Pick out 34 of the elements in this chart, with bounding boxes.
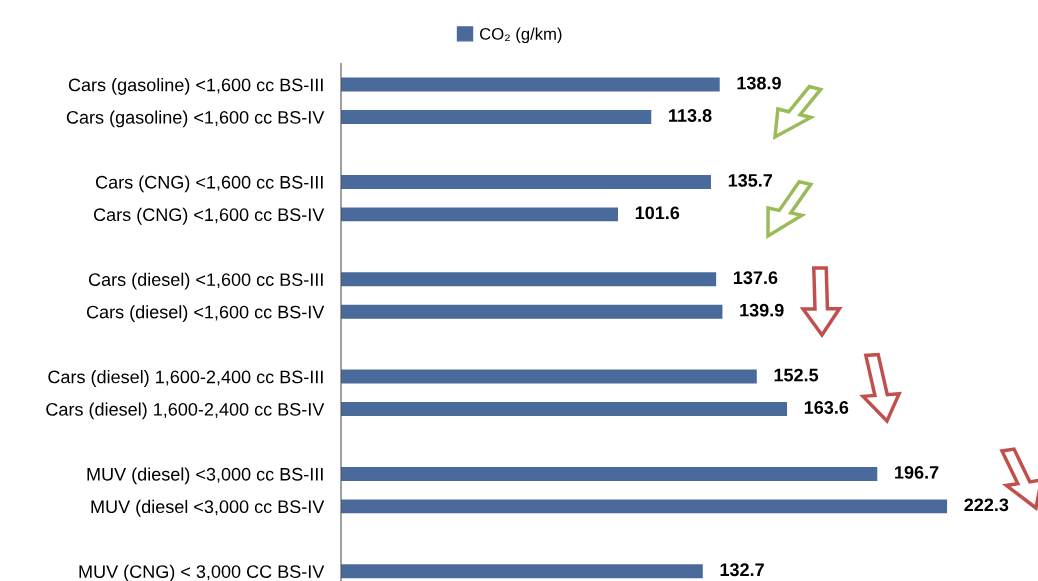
y-tick-label: Cars (diesel) <1,600 cc BS-IV — [86, 305, 325, 322]
bar — [341, 110, 652, 125]
y-tick-label: Cars (CNG) <1,600 cc BS-III — [95, 175, 323, 193]
y-tick-label: Cars (diesel) <1,600 cc BS-III — [88, 272, 323, 290]
bar — [341, 77, 720, 92]
bar — [341, 499, 948, 514]
data-label: 163.6 — [804, 401, 849, 414]
bar — [341, 272, 717, 287]
data-label: 113.8 — [669, 109, 712, 122]
data-label: 135.7 — [728, 173, 773, 187]
legend-label: CO₂ (g/km) — [480, 27, 562, 44]
y-tick-label: Cars (diesel) 1,600-2,400 cc BS-III — [48, 370, 323, 387]
y-tick-label: Cars (diesel) 1,600-2,400 cc BS-IV — [46, 402, 325, 420]
data-label: 196.7 — [895, 465, 939, 479]
y-tick-label: Cars (gasoline) <1,600 cc BS-III — [68, 78, 323, 95]
bar — [341, 207, 619, 222]
y-tick-label: MUV (CNG) < 3,000 CC BS-IV — [79, 564, 325, 581]
y-tick-label: MUV (diesel <3,000 cc BS-IV — [91, 499, 325, 517]
bar — [341, 466, 878, 481]
data-label: 152.5 — [774, 368, 819, 382]
bar — [341, 174, 711, 189]
data-label: 138.9 — [737, 76, 781, 90]
bar — [341, 369, 757, 384]
bar — [341, 402, 788, 417]
data-label: 137.6 — [733, 271, 778, 285]
y-tick-label: MUV (diesel) <3,000 cc BS-III — [87, 467, 323, 485]
data-label: 132.7 — [720, 563, 764, 577]
bar — [341, 564, 703, 579]
y-tick-label: Cars (gasoline) <1,600 cc BS-IV — [66, 110, 325, 128]
data-label: 101.6 — [635, 206, 680, 220]
data-label: 139.9 — [740, 303, 784, 317]
bar — [341, 304, 723, 319]
data-label: 222.3 — [964, 498, 1009, 512]
y-tick-label: Cars (CNG) <1,600 cc BS-IV — [93, 207, 325, 225]
